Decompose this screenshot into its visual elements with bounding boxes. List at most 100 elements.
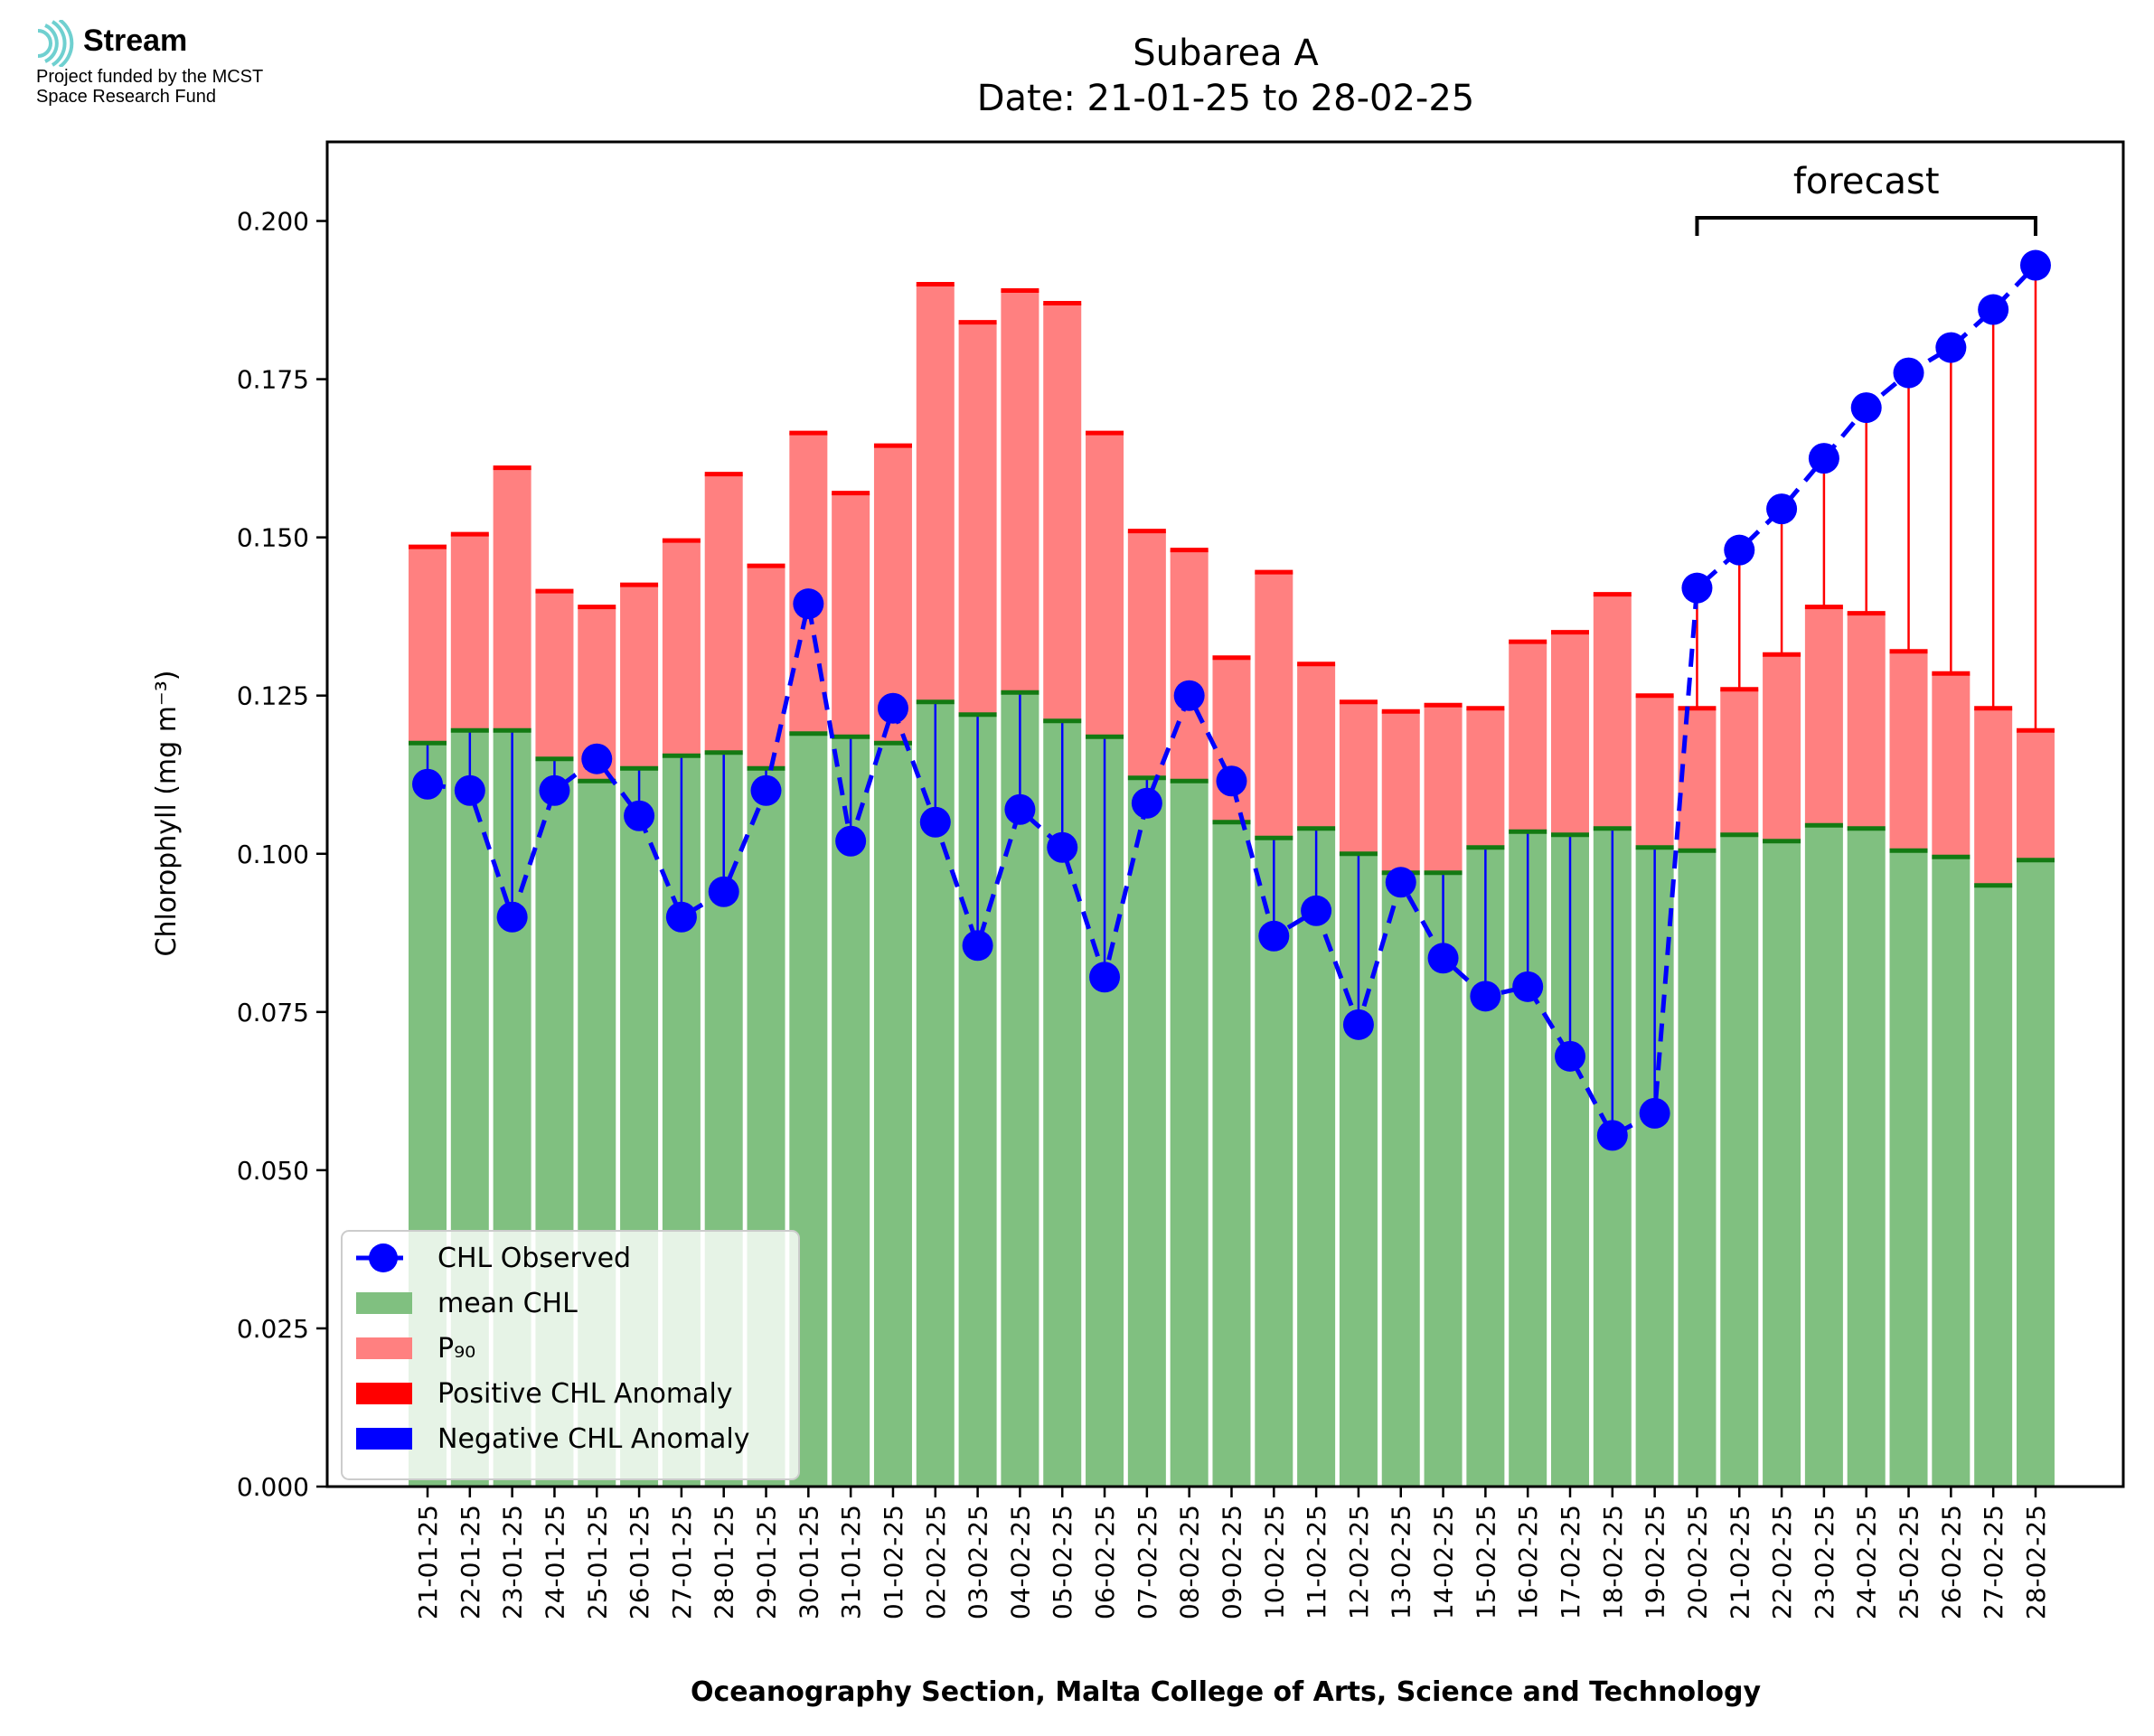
p90-bar	[1001, 290, 1039, 693]
chl-observed-point	[1173, 680, 1205, 711]
p90-bar	[1847, 613, 1886, 829]
p90-bar	[1804, 606, 1843, 826]
x-tick-label: 07-02-25	[1133, 1505, 1162, 1619]
mean-bar	[1170, 781, 1209, 1487]
chl-observed-point	[1301, 895, 1332, 926]
p90-bar	[1889, 651, 1928, 851]
x-tick-label: 23-01-25	[498, 1505, 528, 1619]
chl-observed-point	[708, 876, 739, 907]
legend-label: mean CHL	[437, 1288, 578, 1319]
x-tick-label: 21-02-25	[1725, 1505, 1754, 1619]
chl-observed-point	[962, 930, 993, 962]
p90-bar	[450, 534, 489, 731]
legend-marker-observed	[369, 1243, 398, 1272]
p90-bar	[620, 585, 659, 769]
p90-bar	[1763, 654, 1801, 841]
x-tick-label: 20-02-25	[1682, 1505, 1712, 1619]
chl-observed-point	[1004, 793, 1036, 825]
x-tick-label: 23-02-25	[1810, 1505, 1839, 1619]
p90-bar	[409, 547, 447, 744]
chl-observed-point	[1850, 392, 1882, 424]
chl-observed-point	[624, 800, 655, 831]
chl-observed-point	[919, 806, 951, 838]
chl-observed-point	[877, 692, 908, 724]
chl-observed-point	[835, 825, 867, 857]
chl-observed-point	[665, 901, 697, 933]
chl-observed-point	[1258, 920, 1290, 952]
p90-bar	[789, 433, 828, 734]
x-tick-label: 09-02-25	[1217, 1505, 1246, 1619]
chl-observed-point	[581, 743, 613, 774]
x-tick-label: 12-02-25	[1344, 1505, 1374, 1619]
x-tick-label: 26-01-25	[625, 1505, 654, 1619]
mean-bar	[1212, 821, 1251, 1487]
chart-subtitle: Date: 21-01-25 to 28-02-25	[977, 78, 1475, 119]
legend-swatch-positive	[356, 1383, 412, 1404]
mean-bar	[2016, 859, 2055, 1487]
y-tick-label: 0.100	[237, 840, 309, 869]
y-tick-label: 0.175	[237, 365, 309, 395]
p90-bar	[1339, 701, 1378, 854]
mean-bar	[1424, 872, 1463, 1487]
chl-observed-point	[793, 588, 824, 620]
p90-bar	[1424, 705, 1463, 873]
x-tick-label: 28-02-25	[2021, 1505, 2051, 1619]
mean-bar	[1720, 834, 1759, 1487]
y-tick-label: 0.075	[237, 998, 309, 1028]
mean-bar	[1804, 825, 1843, 1487]
x-tick-label: 01-02-25	[879, 1505, 908, 1619]
x-tick-label: 28-01-25	[710, 1505, 739, 1619]
p90-bar	[1170, 549, 1209, 782]
p90-bar	[832, 493, 870, 737]
logo-title: Stream	[83, 23, 188, 58]
y-axis-label: Chlorophyll (mg m⁻³)	[151, 671, 183, 957]
x-tick-label: 25-02-25	[1895, 1505, 1924, 1619]
legend-label: Positive CHL Anomaly	[437, 1378, 733, 1410]
x-tick-label: 18-02-25	[1598, 1505, 1628, 1619]
p90-bar	[1381, 711, 1420, 873]
forecast-bracket	[1695, 216, 2037, 236]
x-tick-label: 22-01-25	[456, 1505, 485, 1619]
x-tick-label: 10-02-25	[1259, 1505, 1289, 1619]
mean-bar	[1678, 850, 1717, 1487]
legend-label: P₉₀	[437, 1333, 475, 1365]
chart-title: Subarea A	[1133, 33, 1319, 74]
mean-bar	[1889, 850, 1928, 1487]
p90-bar	[1466, 708, 1505, 848]
chl-observed-point	[1470, 981, 1501, 1012]
chl-observed-point	[1512, 971, 1544, 1002]
legend-swatch-p90	[356, 1337, 412, 1359]
chl-observed-point	[1681, 572, 1713, 604]
mean-bar	[1763, 840, 1801, 1487]
p90-bar	[1974, 708, 2013, 886]
p90-bar	[1212, 657, 1251, 822]
chl-observed-point	[1342, 1009, 1374, 1040]
p90-bar	[1551, 632, 1590, 835]
chl-observed-point	[1047, 831, 1078, 863]
p90-bar	[916, 284, 955, 702]
mean-bar	[1847, 828, 1886, 1487]
x-axis-label: Oceanography Section, Malta College of A…	[691, 1676, 1762, 1708]
stream-waves-icon	[37, 20, 74, 67]
x-tick-label: 15-02-25	[1471, 1505, 1500, 1619]
chl-observed-point	[1935, 332, 1967, 363]
x-tick-label: 27-02-25	[1979, 1505, 2008, 1619]
logo-subtitle-line: Project funded by the MCST	[36, 67, 264, 87]
legend-box	[341, 1230, 800, 1480]
x-tick-label: 05-02-25	[1048, 1505, 1077, 1619]
legend-label: Negative CHL Anomaly	[437, 1423, 750, 1455]
p90-bar	[1593, 594, 1632, 829]
y-tick-label: 0.150	[237, 523, 309, 553]
x-tick-label: 29-01-25	[752, 1505, 782, 1619]
p90-bar	[2016, 730, 2055, 860]
logo-subtitle: Project funded by the MCST Space Researc…	[36, 67, 263, 107]
x-tick-label: 03-02-25	[964, 1505, 993, 1619]
chl-observed-point	[1216, 765, 1247, 797]
x-tick-label: 06-02-25	[1090, 1505, 1120, 1619]
p90-bar	[1127, 530, 1166, 778]
chl-observed-line	[427, 263, 2037, 1139]
x-tick-label: 27-01-25	[667, 1505, 697, 1619]
p90-bar	[704, 474, 743, 753]
y-tick-label: 0.125	[237, 681, 309, 711]
